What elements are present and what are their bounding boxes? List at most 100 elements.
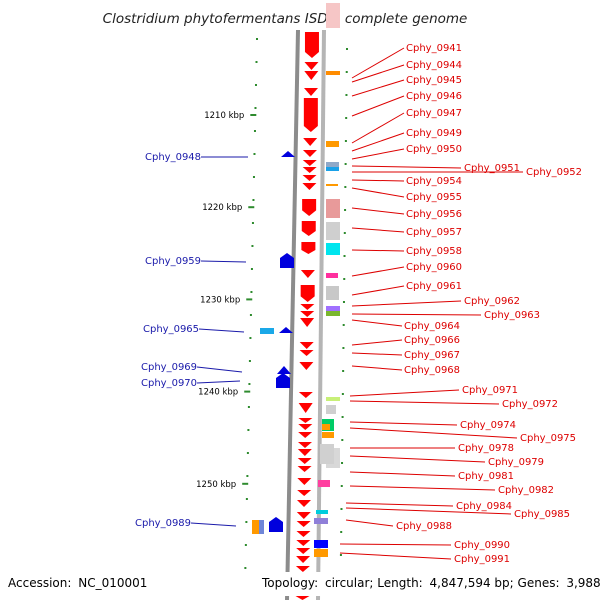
reverse-gene-label: Cphy_0948	[145, 152, 201, 163]
pale-feature-block	[326, 3, 340, 28]
tick-dot-left	[250, 291, 253, 293]
forward-gene-label: Cphy_0981	[458, 471, 514, 482]
forward-gene	[300, 285, 315, 302]
forward-label-leader	[349, 485, 496, 491]
forward-gene	[304, 71, 319, 80]
forward-gene-label: Cphy_0984	[456, 501, 512, 512]
tick-dot-left	[254, 84, 257, 86]
tick-dot-left	[256, 38, 258, 40]
forward-gene	[302, 167, 317, 173]
tick-dot-right	[345, 94, 348, 96]
tick-dot-left	[252, 199, 255, 201]
forward-gene	[299, 342, 314, 349]
tick-dot-right	[341, 416, 344, 418]
accession-value: NC_010001	[78, 576, 147, 590]
feature-box	[326, 311, 340, 316]
forward-gene	[300, 270, 315, 278]
forward-gene-label: Cphy_0955	[406, 192, 462, 203]
forward-gene	[298, 432, 313, 438]
forward-gene-label: Cphy_0974	[460, 420, 516, 431]
forward-gene-label: Cphy_0966	[404, 335, 460, 346]
forward-gene-label: Cphy_0985	[514, 509, 570, 520]
forward-gene-label: Cphy_0978	[458, 443, 514, 454]
topology-label: Topology:	[261, 576, 318, 590]
length-value: 4,847,594 bp	[430, 576, 510, 590]
feature-box	[326, 286, 339, 300]
forward-label-leader	[351, 132, 405, 152]
feature-box	[326, 167, 339, 171]
forward-label-leader	[351, 300, 462, 307]
forward-label-leader	[351, 47, 405, 79]
forward-label-leader	[351, 179, 405, 182]
pale-feature-block	[326, 199, 340, 218]
forward-label-leader	[351, 365, 403, 371]
reverse-gene-label: Cphy_0959	[145, 256, 201, 267]
forward-gene-label: Cphy_0972	[502, 399, 558, 410]
tick-dot-right	[344, 163, 347, 165]
forward-gene-label: Cphy_0990	[454, 540, 510, 551]
reverse-gene-label: Cphy_0969	[141, 362, 197, 373]
forward-gene	[301, 242, 316, 254]
reverse-feature-box	[259, 520, 264, 534]
reverse-gene	[276, 373, 290, 388]
forward-gene	[302, 150, 317, 157]
forward-gene	[304, 62, 319, 70]
major-tick	[242, 482, 249, 485]
forward-gene	[296, 556, 311, 563]
reverse-label-leader	[198, 328, 245, 333]
tick-dot-left	[247, 429, 250, 431]
major-tick	[246, 298, 253, 301]
forward-gene-label: Cphy_0956	[406, 209, 462, 220]
forward-gene-label: Cphy_0946	[406, 91, 462, 102]
forward-gene-label: Cphy_0975	[520, 433, 576, 444]
footer-background	[0, 572, 600, 596]
forward-label-leader	[345, 507, 512, 515]
feature-box	[322, 424, 330, 430]
forward-label-leader	[351, 112, 405, 144]
tick-dot-right	[341, 393, 344, 395]
major-tick	[248, 206, 255, 209]
tick-dot-right	[342, 370, 345, 372]
forward-gene-label: Cphy_0941	[406, 43, 462, 54]
tick-dot-right	[339, 554, 342, 556]
forward-gene	[297, 449, 312, 456]
forward-gene	[298, 392, 313, 398]
forward-gene	[296, 521, 311, 527]
reverse-gene-label: Cphy_0970	[141, 378, 197, 389]
separator-1: ;	[369, 576, 377, 590]
feature-box	[326, 162, 339, 167]
feature-box	[320, 444, 334, 464]
tick-dot-left	[248, 383, 251, 385]
forward-label-leader	[339, 543, 452, 546]
forward-gene-label: Cphy_0951	[464, 163, 520, 174]
forward-gene	[299, 362, 314, 370]
forward-gene	[297, 442, 312, 448]
reverse-strand-line	[316, 29, 326, 600]
forward-gene	[297, 490, 312, 496]
reverse-gene-label: Cphy_0965	[143, 324, 199, 335]
topology-value: circular	[325, 576, 369, 590]
pale-feature-block	[326, 222, 340, 240]
feature-box	[326, 397, 340, 401]
forward-gene-label: Cphy_0954	[406, 176, 462, 187]
tick-dot-left	[250, 268, 253, 270]
tick-dot-right	[341, 439, 344, 441]
length-label: Length:	[377, 576, 422, 590]
label-leaders	[190, 47, 523, 560]
forward-gene	[302, 183, 317, 190]
forward-gene-label: Cphy_0964	[404, 321, 460, 332]
tick-dot-right	[344, 209, 347, 211]
scale-tick-label: 1210 kbp	[204, 111, 244, 121]
forward-label-leader	[351, 339, 403, 346]
reverse-label-leader	[200, 260, 247, 263]
feature-box	[314, 549, 328, 557]
forward-label-leader	[351, 79, 405, 97]
forward-gene	[304, 88, 319, 96]
tick-dot-left	[246, 475, 249, 477]
forward-gene-label: Cphy_0960	[406, 262, 462, 273]
reverse-label-leader	[196, 366, 243, 373]
forward-gene	[303, 138, 318, 146]
tick-dot-right	[341, 462, 344, 464]
forward-gene	[303, 98, 318, 132]
